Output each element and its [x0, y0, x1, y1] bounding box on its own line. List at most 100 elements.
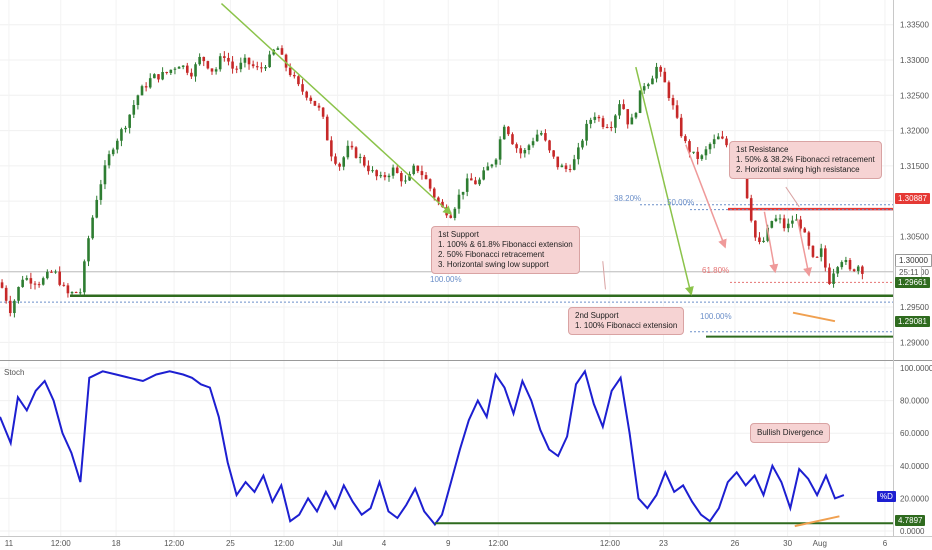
candle-body: [614, 115, 617, 128]
candle-body: [601, 118, 605, 127]
support1-callout: 1st Support 1. 100% & 61.8% Fibonacci ex…: [431, 226, 580, 274]
price-tick-label: 1.33000: [900, 56, 929, 65]
price-tick-label: 1.33500: [900, 21, 929, 30]
candle-body: [498, 139, 502, 160]
candle-body: [531, 141, 535, 146]
candle-body: [605, 126, 609, 128]
candle-body: [819, 248, 823, 257]
candle-body: [581, 140, 584, 148]
candle-body: [708, 144, 712, 150]
red-arrow-1: [685, 144, 727, 249]
price-tick-label: 1.30500: [900, 232, 929, 241]
time-tick-label: 12:00: [274, 539, 295, 548]
candle-body: [161, 72, 164, 80]
candle-body: [342, 157, 346, 167]
resistance-callout-title: 1st Resistance: [736, 145, 789, 154]
candle-body: [502, 126, 506, 140]
candle-body: [449, 215, 453, 218]
candle-body: [181, 65, 185, 67]
candle-body: [13, 300, 16, 314]
candle-body: [358, 156, 362, 158]
candle-body: [770, 221, 774, 228]
candle-body: [486, 166, 490, 171]
candle-body: [474, 180, 477, 185]
candle-body: [264, 67, 267, 69]
candle-body: [762, 240, 765, 243]
stoch-tick-label: 0.0000: [900, 527, 925, 536]
candle-body: [572, 159, 576, 170]
candle-body: [350, 145, 354, 148]
candle-body: [593, 116, 597, 120]
candle-body: [309, 97, 313, 101]
candle-body: [25, 278, 29, 280]
candle-body: [198, 56, 201, 65]
candle-body: [795, 219, 798, 221]
candle-body: [667, 82, 671, 99]
stoch-tick-label: 40.0000: [900, 462, 929, 471]
candle-body: [416, 165, 420, 172]
red-arrow-2: [763, 211, 779, 274]
candle-body: [276, 48, 280, 50]
arrows-layer: [220, 2, 836, 323]
candle-body: [478, 179, 481, 185]
green-arrow-2: [635, 66, 694, 296]
support2-callout-title: 2nd Support: [575, 311, 619, 320]
candle-body: [453, 208, 457, 218]
candle-body: [803, 228, 807, 233]
candle-body: [231, 61, 234, 69]
candle-body: [383, 175, 387, 178]
candle-body: [552, 150, 555, 157]
candle-body: [778, 218, 782, 220]
stoch-divergence-line: [794, 515, 840, 528]
candle-body: [74, 291, 78, 293]
candle-body: [87, 238, 90, 262]
candle-body: [811, 245, 815, 257]
candle-body: [144, 86, 148, 88]
resistance-callout-line-2: 2. Horizontal swing high resistance: [736, 165, 860, 174]
red-arrow-3: [796, 218, 812, 277]
candle-body: [671, 98, 675, 106]
resistance-callout-line-1: 1. 50% & 38.2% Fibonacci retracement: [736, 155, 875, 164]
candle-body: [325, 116, 329, 141]
candle-body: [675, 105, 679, 118]
candle-body: [655, 66, 658, 79]
fib-label-50: 50.00%: [667, 198, 694, 207]
candle-body: [301, 84, 304, 92]
support1-callout-title: 1st Support: [438, 230, 479, 239]
candle-body: [371, 170, 374, 172]
candle-body: [647, 84, 650, 87]
time-tick-label: Jul: [332, 539, 342, 548]
candle-body: [317, 105, 321, 108]
candle-body: [630, 117, 634, 125]
time-tick-label: 6: [883, 539, 888, 548]
divergence-callout-title: Bullish Divergence: [757, 428, 824, 437]
time-tick-label: 12:00: [51, 539, 72, 548]
time-tick-label: 11: [5, 539, 14, 548]
candle-body: [140, 86, 144, 96]
candle-body: [91, 217, 94, 239]
candle-body: [218, 56, 222, 70]
candle-body: [362, 156, 366, 166]
candle-body: [400, 173, 403, 182]
candle-body: [21, 279, 24, 287]
candle-body: [716, 136, 720, 140]
candle-body: [280, 48, 284, 55]
candle-body: [148, 78, 152, 88]
candle-body: [836, 267, 839, 274]
support2-price-tag: 1.29081: [895, 316, 930, 327]
time-tick-label: 4: [382, 539, 387, 548]
candle-body: [786, 223, 790, 229]
time-tick-label: 30: [783, 539, 792, 548]
candle-body: [136, 95, 140, 106]
support1-callout-line-1: 1. 100% & 61.8% Fibonacci extension: [438, 240, 573, 249]
candle-body: [539, 133, 543, 135]
candle-body: [210, 68, 214, 72]
candle-body: [247, 57, 251, 65]
candle-body: [745, 174, 749, 199]
candle-body: [725, 138, 728, 146]
candle-body: [642, 86, 646, 91]
stoch-support-tag: 4.7897: [895, 515, 926, 526]
candle-body: [54, 271, 57, 273]
candle-body: [346, 145, 350, 158]
candle-body: [597, 116, 601, 119]
